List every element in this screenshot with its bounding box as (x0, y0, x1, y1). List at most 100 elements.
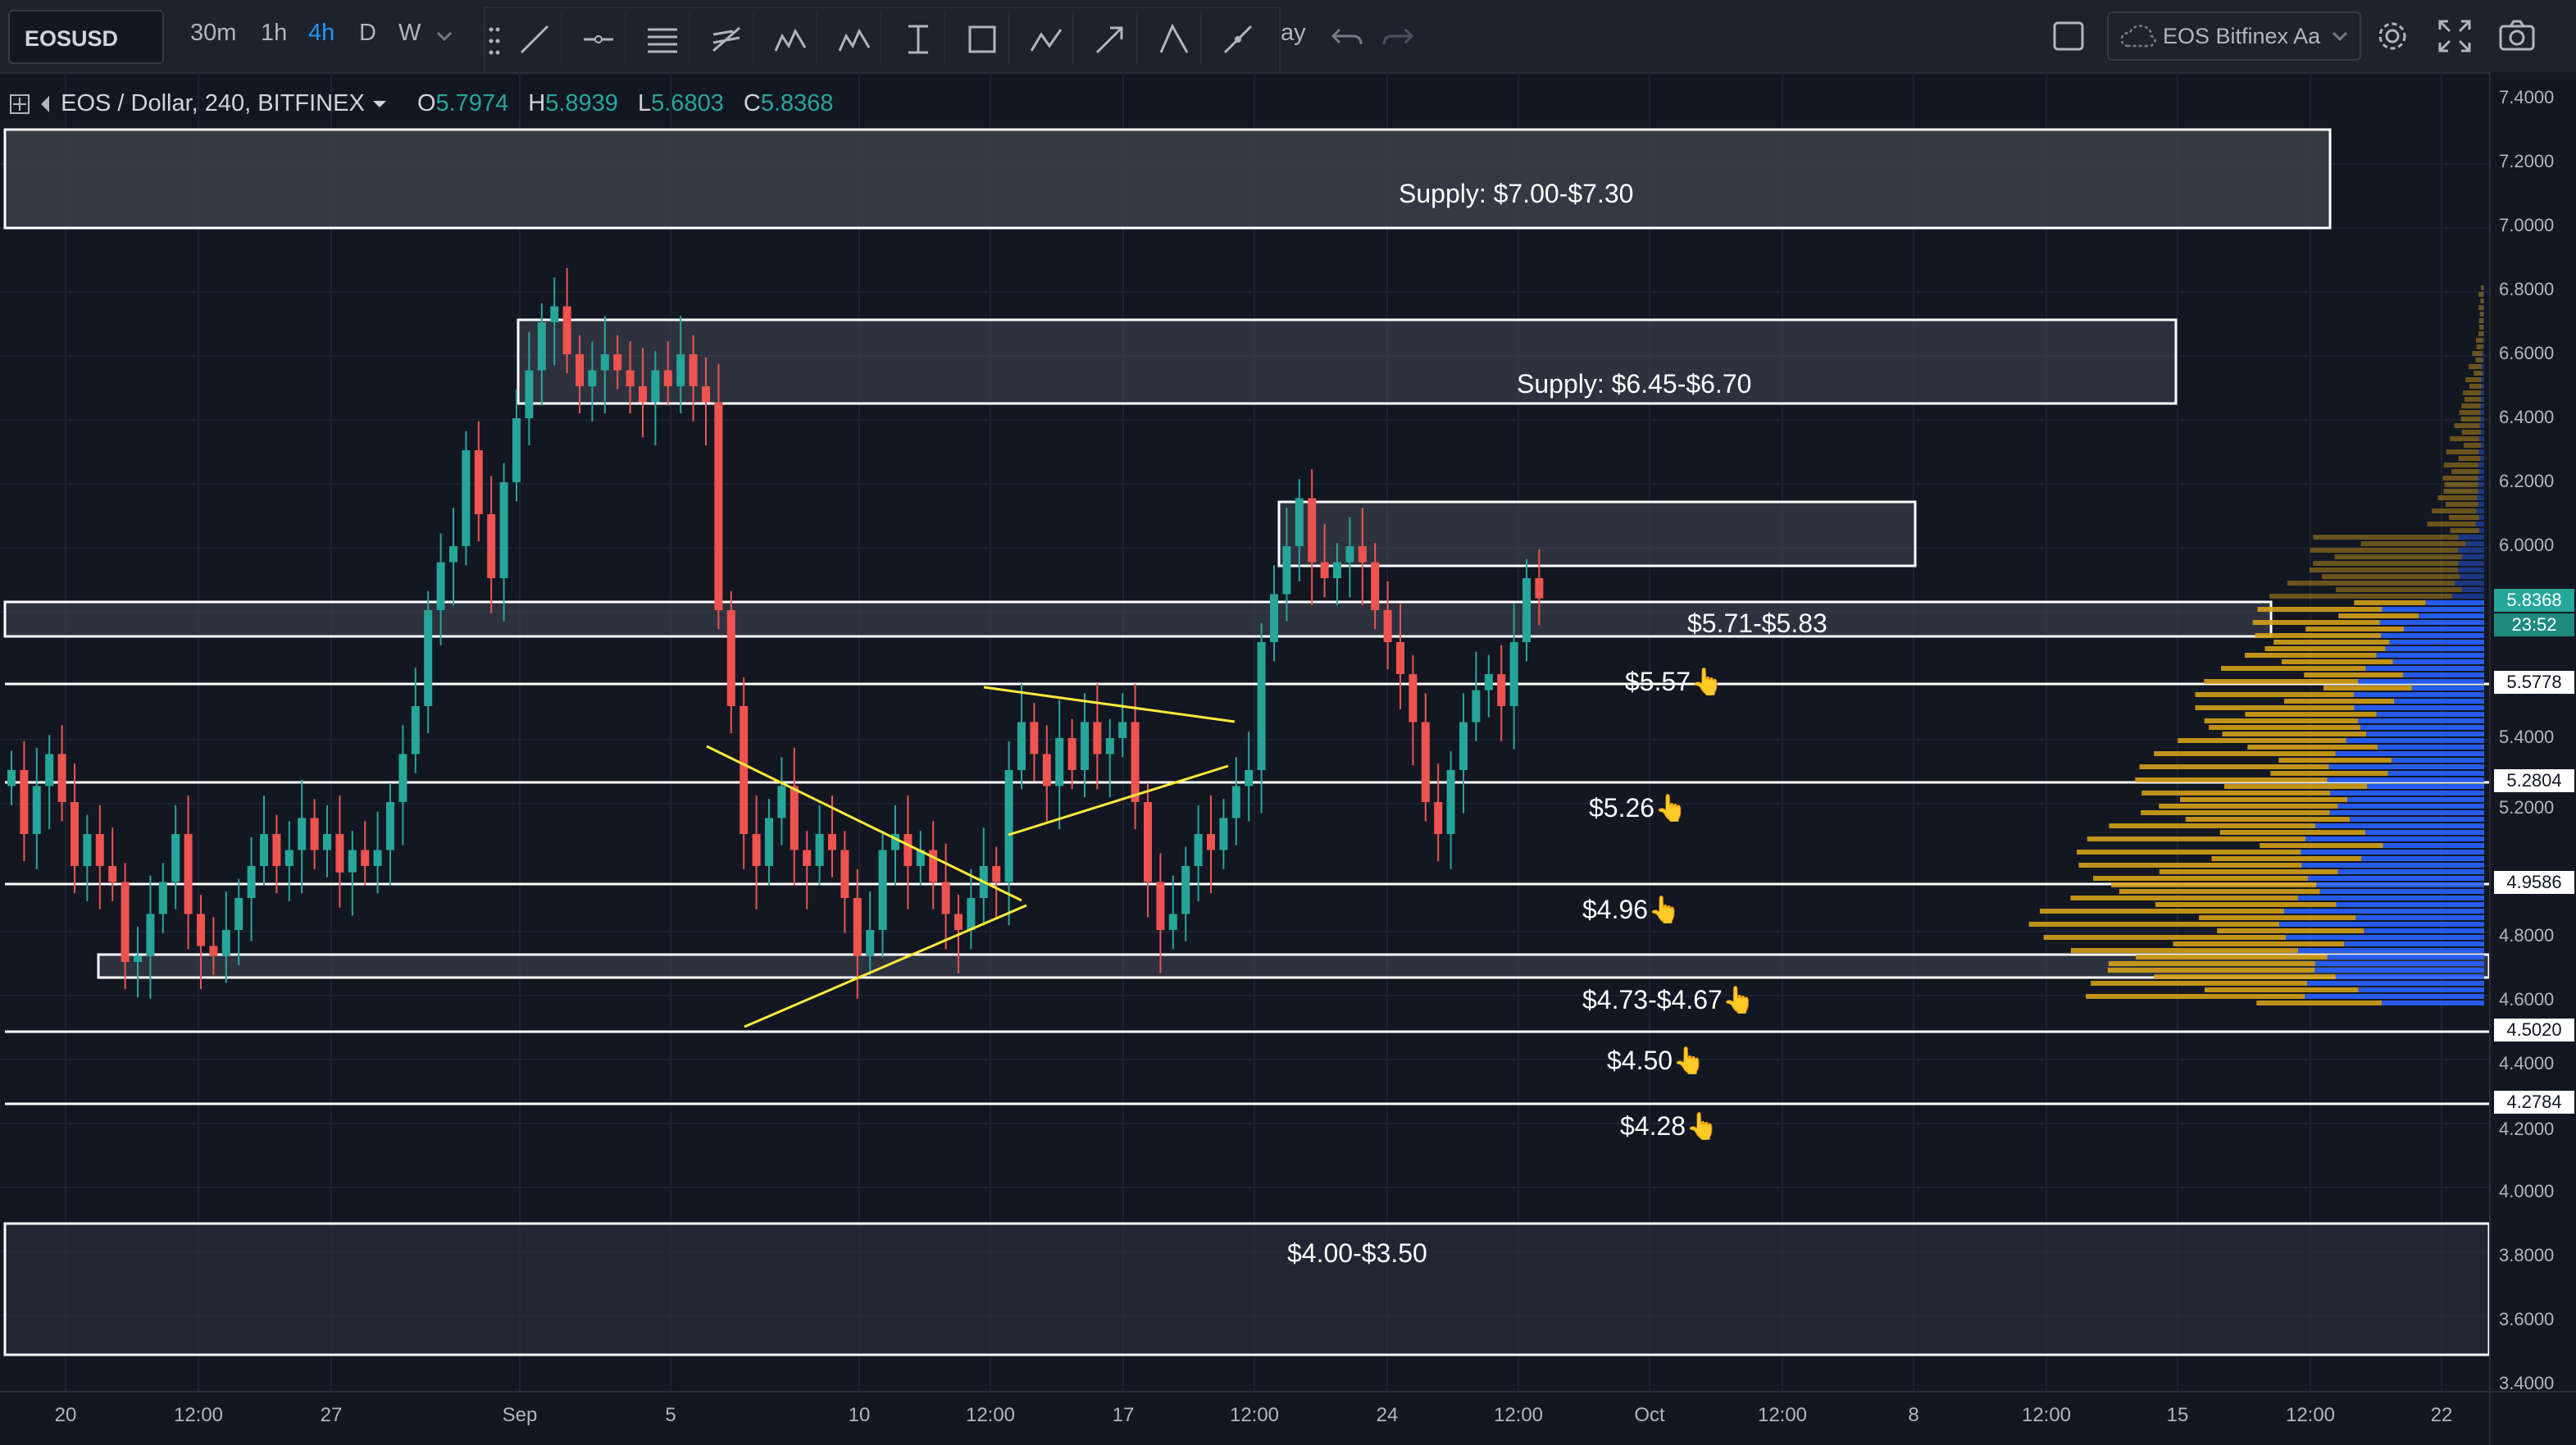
supply-zone-mid[interactable] (517, 318, 2178, 405)
candle-body[interactable] (752, 834, 761, 866)
candle-body[interactable] (158, 882, 167, 914)
fullscreen-toggle-icon[interactable] (2050, 16, 2089, 56)
angle-tool[interactable] (1148, 13, 1201, 66)
candle-body[interactable] (714, 402, 723, 611)
candle-body[interactable] (562, 306, 571, 355)
candle-body[interactable] (803, 850, 812, 867)
interval-1h[interactable]: 1h (261, 20, 288, 46)
elliott-wave-tool[interactable] (828, 13, 881, 66)
pattern-tool[interactable] (764, 13, 817, 66)
chevron-left-icon[interactable] (38, 93, 54, 116)
candle-body[interactable] (1497, 674, 1506, 706)
candle-body[interactable] (474, 450, 483, 514)
expand-icon[interactable] (2435, 16, 2474, 56)
price-axis[interactable]: 7.4000 7.2000 7.0000 6.8000 6.6000 6.400… (2489, 72, 2576, 1393)
candle-body[interactable] (146, 914, 155, 956)
candle-body[interactable] (234, 898, 243, 930)
candle-body[interactable] (866, 930, 875, 956)
candle-body[interactable] (298, 818, 307, 850)
candle-body[interactable] (121, 882, 130, 963)
candle-body[interactable] (777, 786, 786, 818)
candle-body[interactable] (576, 354, 584, 386)
candle-body[interactable] (1257, 642, 1266, 770)
candle-body[interactable] (1194, 834, 1203, 866)
candle-body[interactable] (828, 834, 836, 850)
interval-w[interactable]: W (398, 20, 421, 46)
candle-body[interactable] (260, 834, 268, 866)
candle-body[interactable] (45, 754, 54, 786)
candle-body[interactable] (1295, 498, 1304, 547)
collapse-legend-icon[interactable] (8, 93, 31, 116)
candle-body[interactable] (83, 834, 92, 866)
candle-body[interactable] (1207, 834, 1215, 850)
candle-body[interactable] (197, 914, 205, 946)
symbol-search-input[interactable]: EOSUSD (8, 10, 164, 64)
candle-body[interactable] (840, 850, 849, 899)
interval-30m[interactable]: 30m (190, 20, 237, 46)
candle-body[interactable] (1421, 722, 1430, 803)
candle-body[interactable] (1484, 674, 1493, 691)
candle-body[interactable] (1522, 578, 1531, 642)
candle-body[interactable] (184, 834, 193, 914)
candle-body[interactable] (487, 514, 496, 578)
candle-body[interactable] (462, 450, 471, 546)
fib-retracement-tool[interactable] (700, 13, 753, 66)
candle-body[interactable] (1081, 722, 1089, 771)
candle-body[interactable] (853, 898, 862, 956)
candle-body[interactable] (1383, 610, 1392, 642)
candle-body[interactable] (1105, 738, 1114, 754)
candle-body[interactable] (221, 930, 230, 956)
candle-body[interactable] (1472, 690, 1481, 722)
candle-body[interactable] (1055, 738, 1064, 786)
candle-body[interactable] (1333, 562, 1341, 579)
candle-body[interactable] (335, 834, 344, 873)
candle-body[interactable] (1509, 642, 1518, 706)
resistance-zone-600[interactable] (1277, 500, 1917, 568)
candle-body[interactable] (588, 370, 597, 387)
candle-body[interactable] (537, 322, 546, 371)
candle-body[interactable] (1320, 562, 1329, 579)
date-range-tool[interactable] (892, 13, 945, 66)
candle-body[interactable] (71, 802, 79, 866)
candle-body[interactable] (1131, 722, 1140, 803)
range-zone-473[interactable] (97, 953, 2489, 979)
candle-body[interactable] (702, 386, 710, 403)
wedge-upper-trendline[interactable] (983, 686, 1236, 723)
candle-body[interactable] (57, 754, 66, 803)
candle-body[interactable] (929, 850, 938, 882)
candle-body[interactable] (32, 786, 41, 835)
candle-body[interactable] (348, 850, 357, 873)
arrow-tool[interactable] (1084, 13, 1137, 66)
candle-body[interactable] (626, 370, 635, 387)
time-axis[interactable]: 20 12:00 27 Sep 5 10 12:00 17 12:00 24 1… (0, 1391, 2489, 1445)
candle-body[interactable] (726, 610, 735, 706)
candle-body[interactable] (967, 898, 976, 930)
candle-body[interactable] (1270, 594, 1278, 643)
candle-body[interactable] (1535, 578, 1544, 599)
candle-body[interactable] (1067, 738, 1076, 770)
candle-body[interactable] (1308, 498, 1317, 563)
candle-body[interactable] (95, 834, 104, 866)
candle-body[interactable] (639, 386, 647, 403)
price-chart[interactable] (0, 72, 2489, 1391)
interval-4h[interactable]: 4h (308, 20, 335, 46)
candle-body[interactable] (1219, 818, 1228, 850)
parallel-channel-tool[interactable] (636, 13, 690, 66)
candle-body[interactable] (1168, 914, 1177, 931)
candle-body[interactable] (1396, 642, 1404, 674)
candle-body[interactable] (1459, 722, 1468, 771)
candle-body[interactable] (449, 546, 457, 563)
candle-body[interactable] (1181, 866, 1190, 914)
candle-body[interactable] (134, 955, 142, 962)
candle-body[interactable] (373, 850, 382, 867)
candle-body[interactable] (941, 882, 950, 914)
triangle-lower-trendline[interactable] (744, 904, 1027, 1028)
candle-body[interactable] (663, 370, 672, 387)
candle-body[interactable] (20, 770, 29, 834)
candle-body[interactable] (1042, 754, 1051, 786)
candle-body[interactable] (1371, 562, 1380, 611)
caret-down-icon[interactable] (371, 96, 388, 112)
candle-body[interactable] (424, 610, 433, 706)
candle-body[interactable] (689, 354, 698, 386)
range-zone-571[interactable] (3, 600, 2273, 638)
